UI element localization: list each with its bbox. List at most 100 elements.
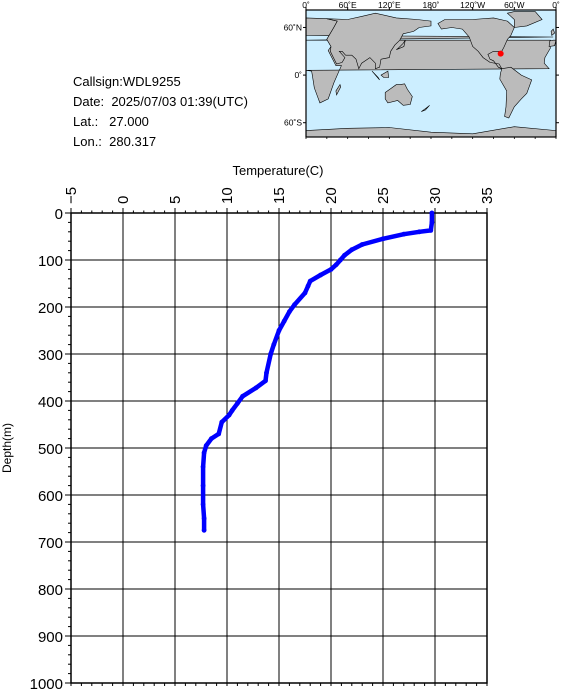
callsign-value: WDL9255: [122, 74, 181, 89]
data-point: [276, 328, 282, 333]
map-landmass: [548, 39, 557, 47]
data-point: [328, 267, 334, 272]
data-point: [209, 436, 214, 441]
map-lon-tick-label: 0˚: [552, 0, 560, 10]
data-point: [200, 483, 206, 488]
lon-value: 280.317: [109, 134, 157, 149]
map-lat-tick-label: 60˚N: [284, 22, 302, 32]
x-tick-label: 15: [271, 187, 288, 204]
map-lon-tick-label: 180˚: [422, 0, 439, 10]
x-axis-label: Temperature(C): [232, 163, 323, 178]
lat-line: Lat.: 27.000: [73, 112, 248, 132]
data-point: [429, 220, 435, 225]
x-tick-label: 10: [219, 187, 236, 204]
data-point: [281, 318, 287, 324]
data-point: [253, 385, 259, 391]
data-point: [235, 401, 240, 406]
map-lon-tick-label: 60˚E: [339, 0, 357, 10]
date-value: 2025/07/03 01:39(UTC): [111, 94, 248, 109]
data-point: [263, 378, 268, 384]
data-point: [359, 242, 365, 247]
data-point: [287, 309, 292, 315]
map-landmass: [437, 17, 515, 70]
callsign-label: Callsign:: [73, 74, 123, 89]
data-point: [429, 210, 435, 216]
y-tick-label: 700: [38, 535, 63, 552]
data-point: [338, 257, 343, 263]
x-tick-label: 30: [427, 187, 444, 204]
callsign-line: Callsign:WDL9255: [73, 72, 248, 92]
data-point: [292, 302, 297, 307]
data-point: [401, 231, 407, 237]
y-tick-label: 100: [38, 253, 63, 270]
lat-label: Lat.:: [73, 114, 99, 129]
world-map: 0˚ 60˚E 120˚E 180˚ 120˚W 60˚W 0˚ 60˚N 0˚ 60˚S: [284, 0, 560, 139]
data-point: [200, 502, 206, 507]
data-point: [200, 464, 206, 470]
y-axis-label: Depth(m): [0, 423, 14, 473]
data-point: [342, 252, 347, 258]
x-tick-label: 0: [115, 196, 132, 204]
y-tick-label: 500: [38, 441, 63, 458]
y-tick-label: 1000: [30, 676, 63, 690]
y-tick-label: 200: [38, 300, 63, 317]
data-point: [201, 450, 207, 456]
map-lon-tick-label: 60˚W: [504, 0, 524, 10]
map-lon-tick-label: 0˚: [302, 0, 310, 10]
map-landmass: [499, 66, 533, 119]
map-lat-tick-label: 0˚: [294, 70, 302, 80]
data-point: [349, 247, 355, 253]
data-point: [302, 290, 308, 296]
station-marker: [497, 50, 504, 57]
data-point: [307, 278, 313, 284]
date-line: Date: 2025/07/03 01:39(UTC): [73, 92, 248, 112]
data-point: [203, 443, 209, 448]
x-tick-label: 20: [323, 187, 340, 204]
lon-line: Lon.: 280.317: [73, 132, 248, 152]
map-landmass: [326, 12, 432, 70]
map-landmass: [380, 70, 389, 78]
map-lon-tick-label: 120˚E: [378, 0, 401, 10]
map-landmass: [384, 83, 413, 106]
map-landmass: [506, 11, 543, 28]
data-point: [318, 272, 323, 278]
map-landmass: [550, 28, 555, 36]
data-point: [201, 527, 207, 533]
data-point: [240, 393, 246, 399]
station-info: Callsign:WDL9255 Date: 2025/07/03 01:39(…: [73, 72, 248, 152]
data-point: [271, 342, 277, 347]
map-landmass: [421, 105, 430, 112]
temperature-profile-line: [200, 210, 435, 533]
data-point: [428, 228, 434, 233]
data-point: [229, 408, 235, 413]
x-tick-label: 25: [375, 187, 392, 204]
x-tick-label: −5: [63, 187, 80, 204]
map-lat-tick-label: 60˚S: [284, 118, 302, 128]
data-point: [305, 283, 311, 289]
data-point: [417, 229, 422, 235]
data-point: [264, 370, 269, 376]
data-point: [219, 419, 225, 425]
data-point: [226, 412, 232, 418]
y-tick-label: 900: [38, 629, 63, 646]
data-point: [333, 262, 339, 268]
lat-value: 27.000: [109, 114, 149, 129]
x-tick-label: 35: [479, 187, 496, 204]
y-tick-label: 800: [38, 582, 63, 599]
map-lon-tick-label: 120˚W: [460, 0, 485, 10]
date-label: Date:: [73, 94, 105, 109]
y-tick-label: 400: [38, 394, 63, 411]
y-tick-label: 300: [38, 347, 63, 364]
data-point: [201, 516, 207, 521]
data-point: [380, 236, 386, 242]
y-tick-label: 600: [38, 488, 63, 505]
data-point: [268, 351, 274, 357]
data-point: [216, 431, 222, 437]
y-tick-label: 0: [55, 206, 63, 223]
map-landmass: [335, 83, 342, 96]
lon-label: Lon.:: [73, 134, 102, 149]
map-landmass: [371, 70, 380, 81]
x-tick-label: 5: [167, 196, 184, 204]
map-landmass: [396, 40, 406, 50]
